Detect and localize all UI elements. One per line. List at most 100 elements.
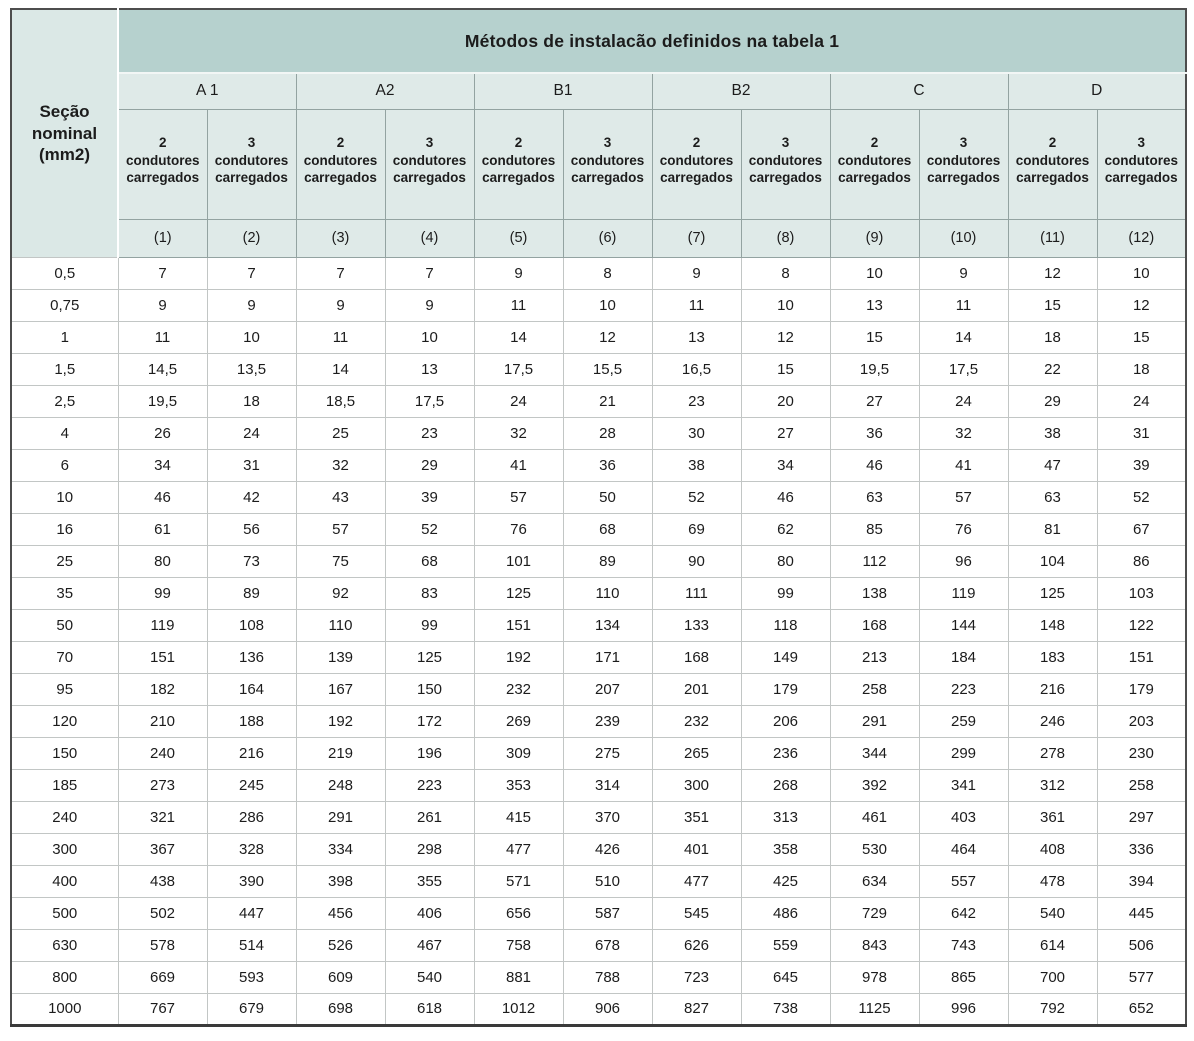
conductors-header: 2 condutores carregados bbox=[295, 108, 386, 220]
capacity-cell: 36 bbox=[562, 448, 653, 482]
capacity-cell: 10 bbox=[206, 320, 297, 354]
capacity-cell: 312 bbox=[1007, 768, 1098, 802]
capacity-cell: 14 bbox=[918, 320, 1009, 354]
row-section-label: 25 bbox=[10, 544, 119, 578]
capacity-cell: 291 bbox=[829, 704, 920, 738]
capacity-cell: 7 bbox=[206, 256, 297, 290]
capacity-cell: 151 bbox=[117, 640, 208, 674]
row-section-label: 185 bbox=[10, 768, 119, 802]
capacity-cell: 865 bbox=[918, 960, 1009, 994]
capacity-cell: 17,5 bbox=[473, 352, 564, 386]
row-section-label: 800 bbox=[10, 960, 119, 994]
capacity-cell: 13 bbox=[829, 288, 920, 322]
capacity-cell: 593 bbox=[206, 960, 297, 994]
capacity-cell: 63 bbox=[829, 480, 920, 514]
capacity-cell: 758 bbox=[473, 928, 564, 962]
capacity-cell: 32 bbox=[918, 416, 1009, 450]
row-section-label: 6 bbox=[10, 448, 119, 482]
capacity-cell: 206 bbox=[740, 704, 831, 738]
capacity-cell: 179 bbox=[740, 672, 831, 706]
capacity-cell: 7 bbox=[117, 256, 208, 290]
capacity-cell: 14 bbox=[295, 352, 386, 386]
capacity-cell: 652 bbox=[1096, 992, 1187, 1026]
capacity-cell: 164 bbox=[206, 672, 297, 706]
capacity-cell: 24 bbox=[918, 384, 1009, 418]
table-row: 400 438 390 398 355 571 510 477 425 634 557 478 394 bbox=[10, 864, 1187, 898]
table-row: 185 273 245 248 223 353 314 300 268 392 341 312 258 bbox=[10, 768, 1187, 802]
capacity-cell: 122 bbox=[1096, 608, 1187, 642]
capacity-cell: 80 bbox=[117, 544, 208, 578]
capacity-cell: 321 bbox=[117, 800, 208, 834]
capacity-cell: 92 bbox=[295, 576, 386, 610]
capacity-cell: 11 bbox=[918, 288, 1009, 322]
capacity-cell: 467 bbox=[384, 928, 475, 962]
row-section-label: 4 bbox=[10, 416, 119, 450]
capacity-cell: 63 bbox=[1007, 480, 1098, 514]
row-section-label: 16 bbox=[10, 512, 119, 546]
capacity-cell: 83 bbox=[384, 576, 475, 610]
capacity-cell: 90 bbox=[651, 544, 742, 578]
row-section-label: 120 bbox=[10, 704, 119, 738]
capacity-cell: 179 bbox=[1096, 672, 1187, 706]
capacity-cell: 729 bbox=[829, 896, 920, 930]
capacity-cell: 273 bbox=[117, 768, 208, 802]
capacity-cell: 25 bbox=[295, 416, 386, 450]
capacity-cell: 634 bbox=[829, 864, 920, 898]
capacity-cell: 76 bbox=[918, 512, 1009, 546]
conductors-header: 3 condutores carregados bbox=[206, 108, 297, 220]
column-number: (7) bbox=[651, 218, 742, 258]
capacity-cell: 11 bbox=[117, 320, 208, 354]
table-row: 10 46 42 43 39 57 50 52 46 63 57 63 52 bbox=[10, 480, 1187, 514]
capacity-cell: 118 bbox=[740, 608, 831, 642]
capacity-cell: 394 bbox=[1096, 864, 1187, 898]
capacity-cell: 101 bbox=[473, 544, 564, 578]
capacity-cell: 182 bbox=[117, 672, 208, 706]
capacity-cell: 261 bbox=[384, 800, 475, 834]
group-header-a1: A 1 bbox=[117, 72, 297, 110]
capacity-cell: 168 bbox=[651, 640, 742, 674]
table-row: 1,5 14,5 13,5 14 13 17,5 15,5 16,5 15 19,5 17,5 22 1… bbox=[10, 352, 1187, 386]
capacity-cell: 125 bbox=[384, 640, 475, 674]
capacity-cell: 46 bbox=[117, 480, 208, 514]
capacity-cell: 1012 bbox=[473, 992, 564, 1026]
capacity-cell: 390 bbox=[206, 864, 297, 898]
capacity-cell: 351 bbox=[651, 800, 742, 834]
capacity-cell: 139 bbox=[295, 640, 386, 674]
capacity-cell: 1125 bbox=[829, 992, 920, 1026]
capacity-cell: 286 bbox=[206, 800, 297, 834]
capacity-cell: 50 bbox=[562, 480, 653, 514]
capacity-cell: 149 bbox=[740, 640, 831, 674]
capacity-cell: 978 bbox=[829, 960, 920, 994]
capacity-cell: 10 bbox=[829, 256, 920, 290]
capacity-cell: 232 bbox=[473, 672, 564, 706]
capacity-cell: 540 bbox=[1007, 896, 1098, 930]
capacity-cell: 34 bbox=[740, 448, 831, 482]
capacity-cell: 14 bbox=[473, 320, 564, 354]
table-row: 150 240 216 219 196 309 275 265 236 344 299 278 230 bbox=[10, 736, 1187, 770]
table-row: 240 321 286 291 261 415 370 351 313 461 403 361 297 bbox=[10, 800, 1187, 834]
capacity-cell: 144 bbox=[918, 608, 1009, 642]
group-header-b2: B2 bbox=[651, 72, 831, 110]
capacity-cell: 22 bbox=[1007, 352, 1098, 386]
table-row: 25 80 73 75 68 101 89 90 80 112 96 104 86 bbox=[10, 544, 1187, 578]
table-row: 16 61 56 57 52 76 68 69 62 85 76 81 67 bbox=[10, 512, 1187, 546]
capacity-cell: 353 bbox=[473, 768, 564, 802]
capacity-cell: 13 bbox=[384, 352, 475, 386]
capacity-cell: 150 bbox=[384, 672, 475, 706]
capacity-cell: 196 bbox=[384, 736, 475, 770]
capacity-cell: 792 bbox=[1007, 992, 1098, 1026]
table-row: 120 210 188 192 172 269 239 232 206 291 259 246 203 bbox=[10, 704, 1187, 738]
capacity-cell: 514 bbox=[206, 928, 297, 962]
capacity-cell: 52 bbox=[1096, 480, 1187, 514]
column-number: (2) bbox=[206, 218, 297, 258]
table-row: 70 151 136 139 125 192 171 168 149 213 184 183 151 bbox=[10, 640, 1187, 674]
capacity-cell: 203 bbox=[1096, 704, 1187, 738]
capacity-cell: 445 bbox=[1096, 896, 1187, 930]
column-number: (10) bbox=[918, 218, 1009, 258]
row-section-label: 150 bbox=[10, 736, 119, 770]
capacity-cell: 881 bbox=[473, 960, 564, 994]
row-section-label: 500 bbox=[10, 896, 119, 930]
table-row: 0,75 9 9 9 9 11 10 11 10 13 11 15 12 bbox=[10, 288, 1187, 322]
capacity-cell: 478 bbox=[1007, 864, 1098, 898]
capacity-cell: 41 bbox=[918, 448, 1009, 482]
